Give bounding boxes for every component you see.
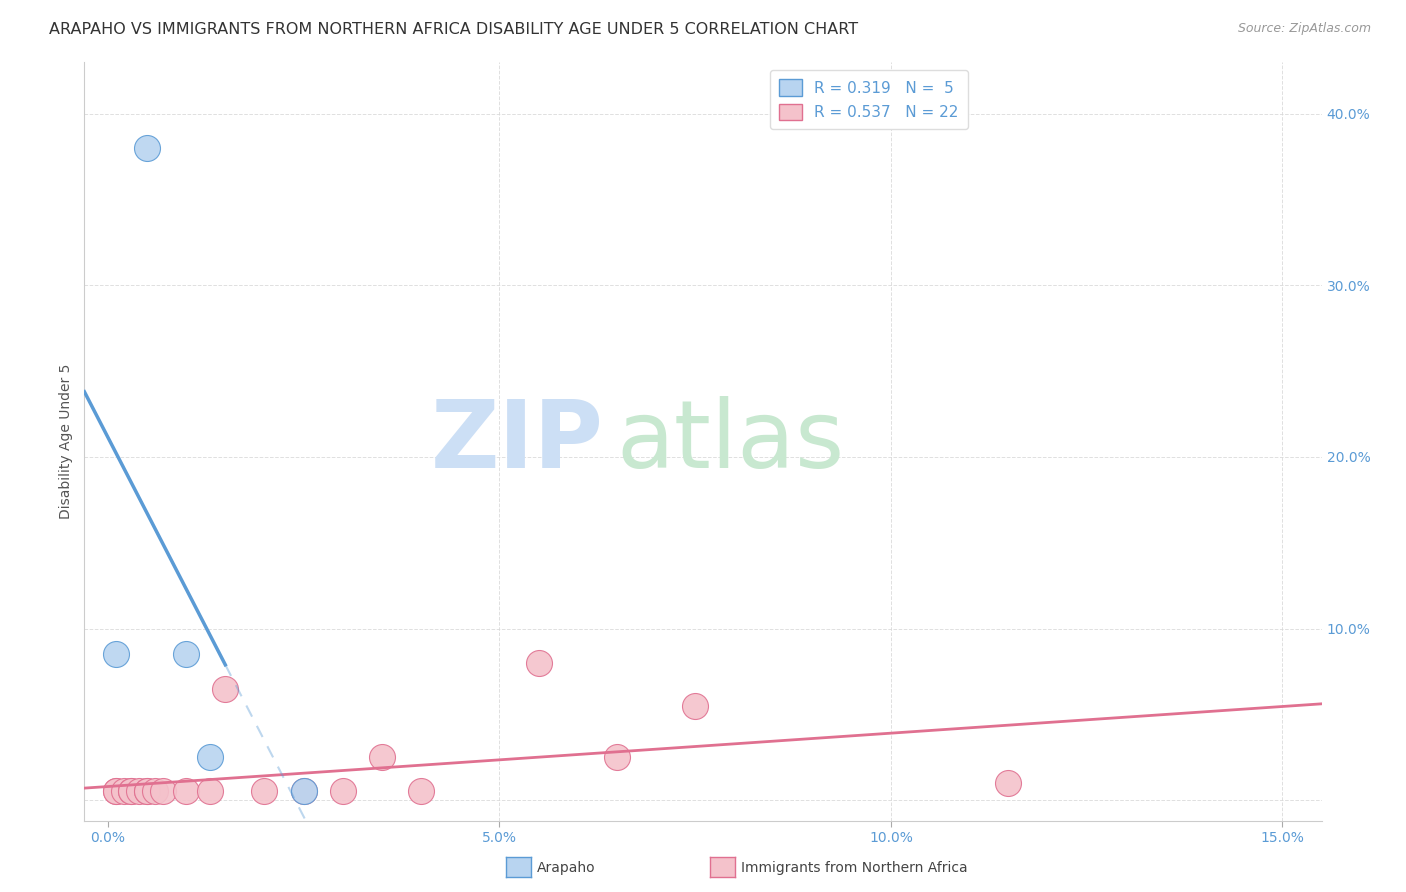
Point [143,784,166,798]
Text: atlas: atlas [616,395,845,488]
Point [409,784,432,798]
Point [104,784,127,798]
Point [120,784,142,798]
Point [606,750,628,764]
Legend: R = 0.319   N =  5, R = 0.537   N = 22: R = 0.319 N = 5, R = 0.537 N = 22 [769,70,967,129]
Point [997,776,1019,790]
Point [292,784,315,798]
Point [292,784,315,798]
Text: Source: ZipAtlas.com: Source: ZipAtlas.com [1237,22,1371,36]
Point [112,784,135,798]
Point [198,750,221,764]
Point [120,784,142,798]
Point [371,750,394,764]
Point [253,784,276,798]
Point [136,784,159,798]
Y-axis label: Disability Age Under 5: Disability Age Under 5 [59,364,73,519]
Text: ARAPAHO VS IMMIGRANTS FROM NORTHERN AFRICA DISABILITY AGE UNDER 5 CORRELATION CH: ARAPAHO VS IMMIGRANTS FROM NORTHERN AFRI… [49,22,858,37]
Point [104,784,127,798]
Point [198,784,221,798]
Text: ZIP: ZIP [432,395,605,488]
Point [136,141,159,155]
Point [128,784,150,798]
Text: Arapaho: Arapaho [537,861,596,875]
Point [332,784,354,798]
Point [104,647,127,661]
Point [174,784,197,798]
Point [152,784,174,798]
Point [214,681,236,696]
Point [174,647,197,661]
Text: Immigrants from Northern Africa: Immigrants from Northern Africa [741,861,967,875]
Point [527,656,550,670]
Point [683,698,706,713]
Point [136,784,159,798]
